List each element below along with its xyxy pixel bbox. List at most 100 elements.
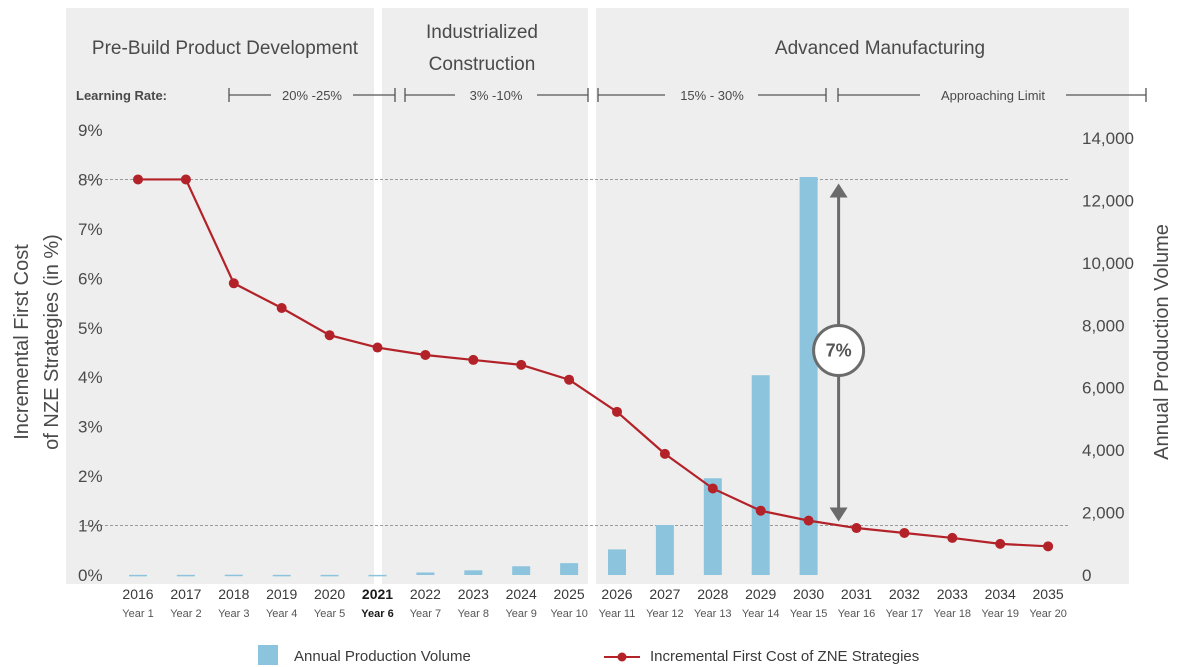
line-point-2030 — [803, 515, 814, 526]
phase-title-industrialized-line2: Construction — [429, 54, 536, 75]
x-tick-sublabel: Year 15 — [790, 608, 828, 620]
learning-rate-label: Learning Rate: — [76, 88, 167, 103]
phase-title-prebuild: Pre-Build Product Development — [92, 38, 359, 59]
line-point-2019 — [276, 303, 287, 313]
line-point-2033 — [947, 532, 958, 543]
x-tick-sublabel: Year 4 — [266, 608, 297, 620]
line-point-2023 — [468, 354, 479, 365]
x-tick-sublabel: Year 12 — [646, 608, 684, 620]
line-point-2031 — [851, 523, 862, 534]
y-left-tick-label: 1% — [78, 517, 103, 536]
y-left-tick-label: 3% — [78, 418, 103, 437]
x-tick-year: 2032 — [889, 586, 920, 602]
x-tick-sublabel: Year 6 — [361, 608, 393, 620]
y-left-axis-title-line2: of NZE Strategies (in %) — [41, 234, 63, 450]
y-left-tick-label: 0% — [78, 566, 103, 585]
annotation-arrowhead-down — [829, 507, 848, 522]
learning-rate-range-3-label: 15% - 30% — [680, 88, 744, 103]
x-tick-sublabel: Year 11 — [599, 608, 636, 620]
line-point-2026 — [612, 406, 622, 417]
x-tick-year: 2018 — [218, 586, 249, 602]
x-tick-sublabel: Year 19 — [981, 608, 1019, 620]
y-right-tick-label: 6,000 — [1082, 379, 1125, 398]
legend-swatch-marker — [617, 652, 627, 662]
difference-annotation: 7% — [812, 183, 866, 522]
y-right-tick-label: 8,000 — [1082, 316, 1125, 335]
y-right-tick-label: 10,000 — [1082, 254, 1134, 273]
x-tick-year: 2034 — [985, 586, 1016, 602]
bar-2030 — [799, 177, 818, 575]
x-tick-year: 2035 — [1033, 586, 1064, 602]
y-left-tick-label: 6% — [78, 269, 103, 288]
x-tick-year: 2030 — [793, 586, 824, 602]
line-point-2017 — [180, 174, 191, 185]
x-tick-year: 2024 — [506, 586, 537, 602]
annotation-circle — [812, 324, 866, 377]
bar-2029 — [751, 375, 770, 575]
x-tick-sublabel: Year 8 — [458, 608, 489, 620]
learning-rate-range-1 — [228, 88, 396, 102]
bar-2022 — [416, 572, 435, 575]
y-right-tick-label: 0 — [1082, 566, 1091, 585]
x-tick-sublabel: Year 7 — [410, 608, 441, 620]
x-tick-sublabel: Year 13 — [694, 608, 732, 620]
line-point-2022 — [420, 349, 431, 360]
learning-rate-range-4-label: Approaching Limit — [941, 88, 1045, 103]
learning-rate-range-2-label: 3% -10% — [470, 88, 523, 103]
bar-2018 — [224, 574, 243, 577]
x-tick-sublabel: Year 5 — [314, 608, 345, 620]
phase-title-industrialized-line1: Industrialized — [426, 22, 538, 43]
x-tick-sublabel: Year 16 — [838, 608, 876, 620]
y-left-tick-label: 5% — [78, 319, 103, 338]
x-tick-sublabel: Year 17 — [886, 608, 924, 620]
y-right-axis-title: Annual Production Volume — [1151, 224, 1173, 460]
bar-2024 — [512, 566, 531, 575]
bar-2027 — [655, 525, 674, 575]
x-tick-year: 2027 — [649, 586, 680, 602]
y-right-tick-label: 12,000 — [1082, 191, 1134, 210]
line-point-2016 — [133, 174, 143, 185]
x-tick-year: 2033 — [937, 586, 968, 602]
x-tick-sublabel: Year 3 — [218, 608, 249, 620]
x-tick-year: 2023 — [458, 586, 489, 602]
line-point-2027 — [659, 448, 670, 459]
x-tick-sublabel: Year 14 — [742, 608, 780, 620]
x-tick-sublabel: Year 20 — [1029, 608, 1067, 620]
annotation-arrowhead-up — [829, 183, 848, 198]
x-tick-year: 2019 — [266, 586, 297, 602]
legend-swatch-bar — [258, 645, 278, 665]
learning-rate-range-1-label: 20% -25% — [282, 88, 342, 103]
x-tick-year: 2031 — [841, 586, 872, 602]
legend-label-bar: Annual Production Volume — [294, 648, 471, 665]
y-right-tick-label: 2,000 — [1082, 504, 1125, 523]
y-left-tick-label: 2% — [78, 467, 103, 486]
line-point-2024 — [516, 359, 527, 370]
x-tick-year: 2026 — [601, 586, 632, 602]
learning-rate-range-2 — [404, 88, 589, 102]
x-tick-sublabel: Year 1 — [122, 608, 153, 620]
line-point-2034 — [995, 538, 1006, 549]
x-tick-year: 2028 — [697, 586, 728, 602]
y-left-tick-label: 7% — [78, 220, 103, 239]
phase-title-advanced: Advanced Manufacturing — [775, 38, 985, 59]
line-point-2035 — [1043, 541, 1054, 552]
x-tick-year: 2020 — [314, 586, 345, 602]
bar-2025 — [560, 563, 579, 575]
line-point-2018 — [228, 278, 239, 289]
bar-2017 — [176, 574, 195, 577]
bar-2021 — [368, 574, 387, 577]
y-right-tick-label: 4,000 — [1082, 441, 1125, 460]
y-left-tick-label: 9% — [78, 121, 103, 140]
x-tick-sublabel: Year 18 — [934, 608, 972, 620]
y-right-tick-label: 14,000 — [1082, 129, 1134, 148]
x-tick-year: 2016 — [122, 586, 153, 602]
phase-background-prebuild — [66, 8, 374, 584]
annotation-label: 7% — [826, 341, 852, 361]
x-tick-year: 2017 — [170, 586, 201, 602]
line-point-2032 — [899, 527, 910, 538]
x-tick-sublabel: Year 10 — [550, 608, 588, 620]
x-tick-year: 2029 — [745, 586, 776, 602]
line-point-2020 — [324, 330, 335, 341]
learning-rate-range-3 — [597, 88, 827, 102]
phase-background-industrialized — [382, 8, 588, 584]
